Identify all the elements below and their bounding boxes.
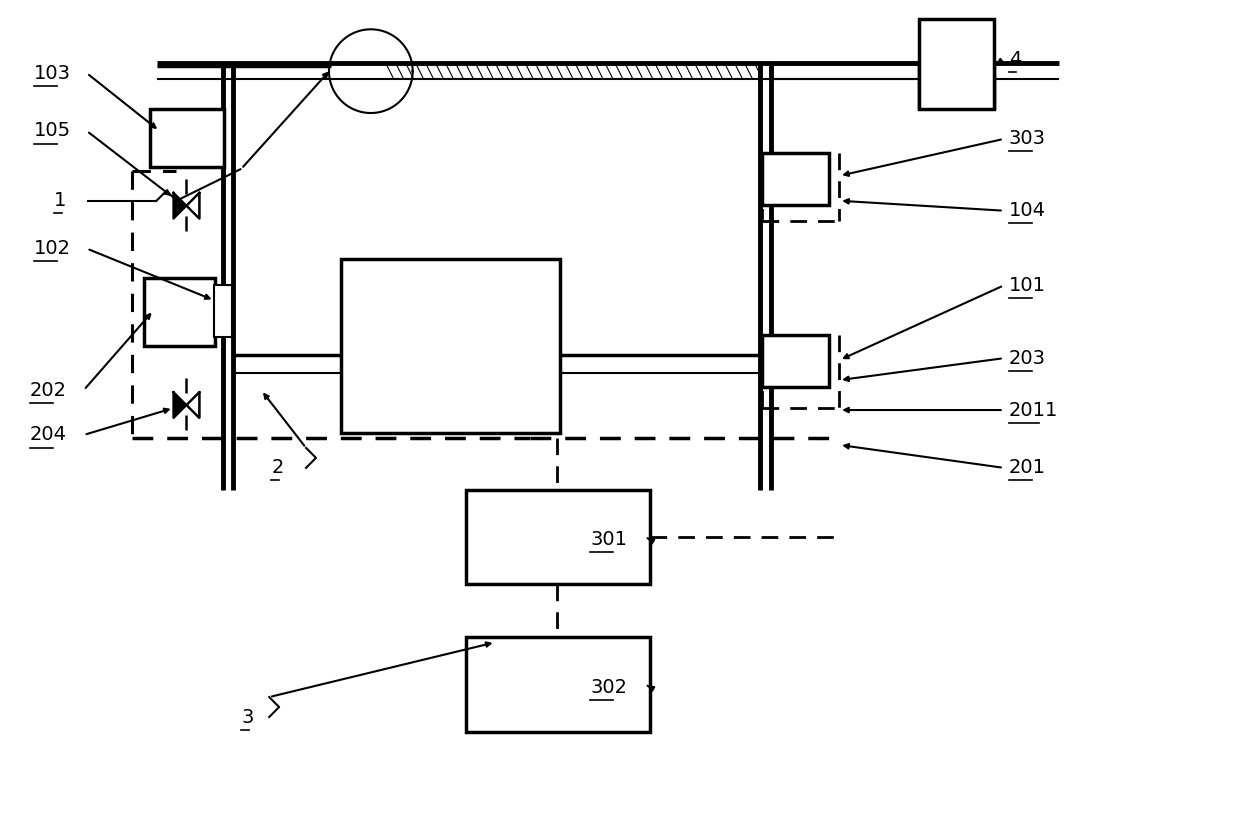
Text: 302: 302 <box>590 678 627 696</box>
Bar <box>150 109 224 167</box>
Bar <box>341 259 560 433</box>
Bar <box>761 153 830 204</box>
Text: 301: 301 <box>590 530 627 549</box>
Text: 202: 202 <box>30 380 67 400</box>
Bar <box>144 278 216 346</box>
Text: 3: 3 <box>242 707 254 727</box>
Bar <box>215 286 232 337</box>
Text: 2: 2 <box>272 458 284 478</box>
Text: 103: 103 <box>33 64 71 83</box>
Text: 104: 104 <box>1008 201 1045 220</box>
Text: 2011: 2011 <box>1008 401 1058 420</box>
Bar <box>919 19 993 109</box>
Text: 201: 201 <box>1008 458 1045 478</box>
Bar <box>465 637 650 732</box>
Text: 1: 1 <box>53 191 66 210</box>
Polygon shape <box>174 193 186 219</box>
Bar <box>465 489 650 584</box>
Polygon shape <box>186 392 200 418</box>
Polygon shape <box>174 392 186 418</box>
Text: 105: 105 <box>33 122 71 141</box>
Polygon shape <box>186 193 200 219</box>
Text: 303: 303 <box>1008 129 1045 148</box>
Text: 101: 101 <box>1008 276 1045 295</box>
Text: 203: 203 <box>1008 349 1045 368</box>
Bar <box>761 335 830 387</box>
Text: 204: 204 <box>30 426 67 444</box>
Text: 4: 4 <box>1008 49 1021 69</box>
Text: 102: 102 <box>33 239 71 258</box>
